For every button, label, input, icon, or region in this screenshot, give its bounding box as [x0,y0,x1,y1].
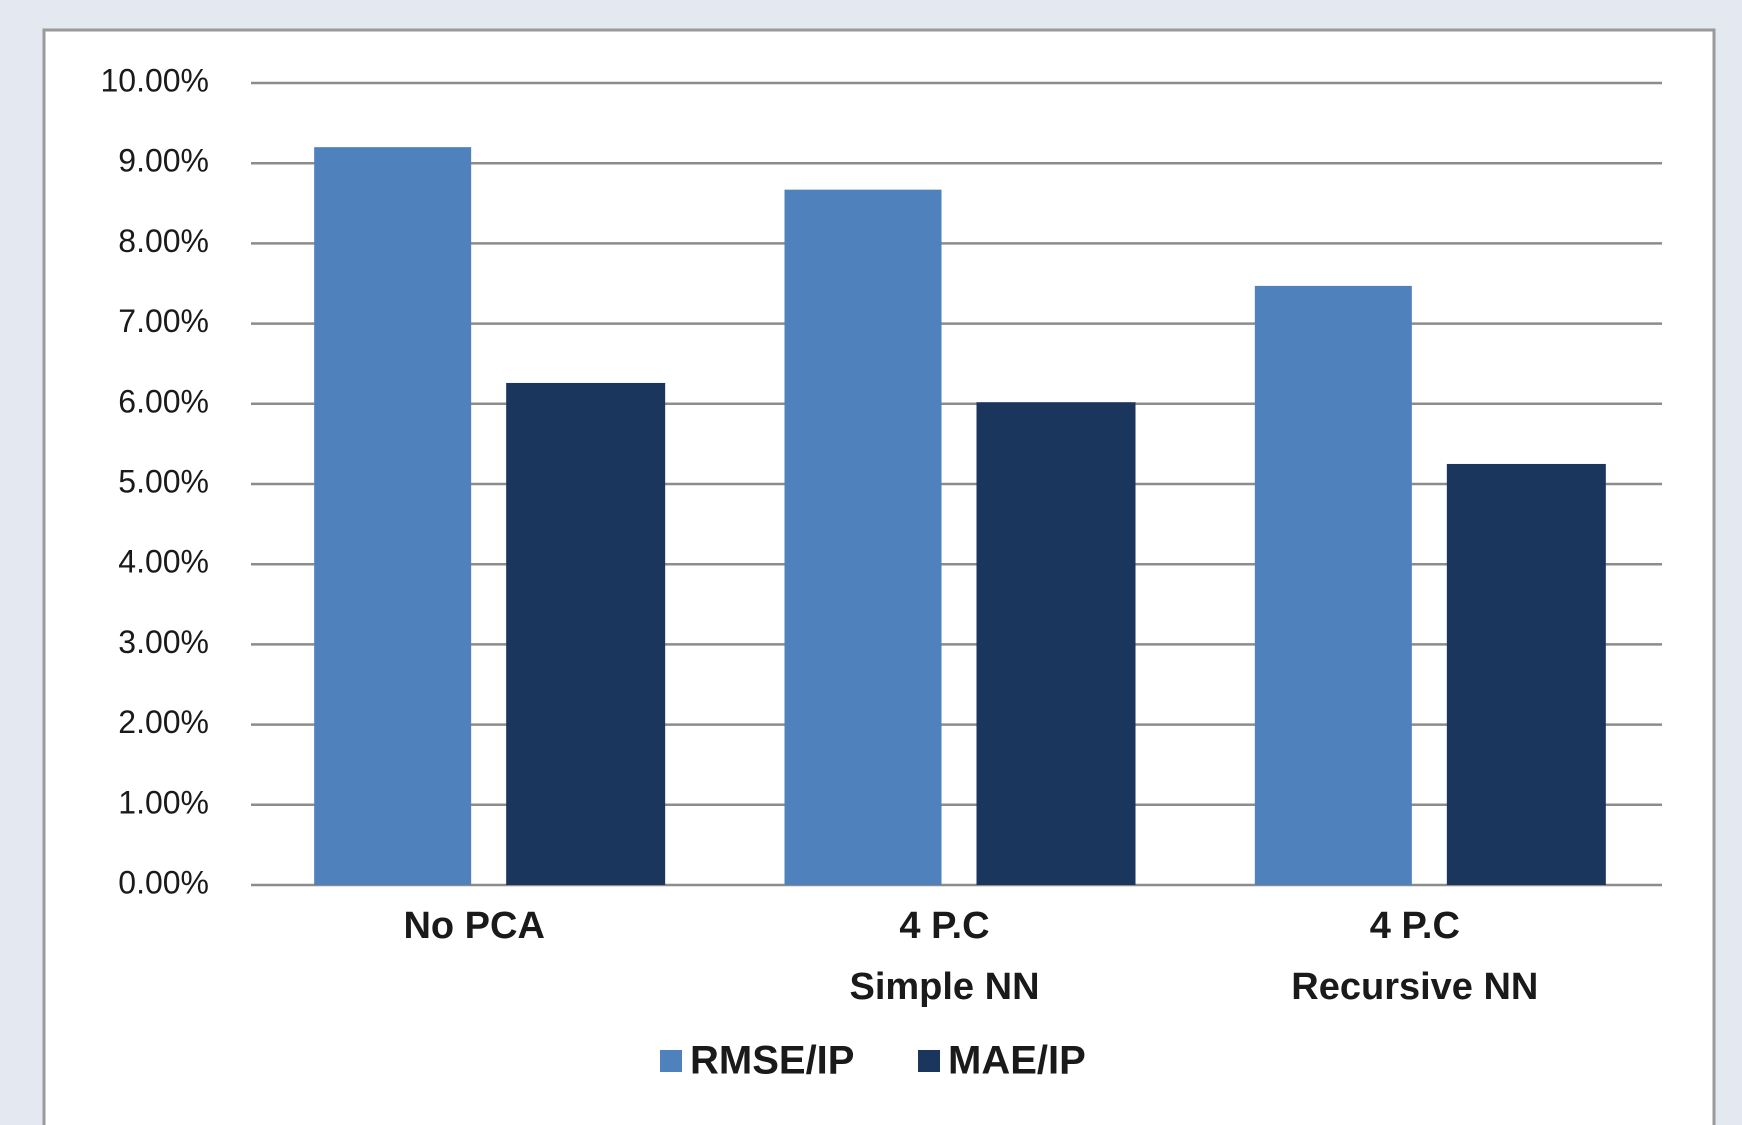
y-tick-label: 8.00% [118,223,209,259]
y-tick-label: 9.00% [118,143,209,179]
bar [1254,285,1412,885]
bar [784,189,942,885]
x-tick-label: Recursive NN [1291,966,1538,1008]
y-tick-label: 2.00% [118,704,209,740]
y-tick-label: 4.00% [118,544,209,580]
legend-swatch [660,1050,682,1072]
x-tick-label: Simple NN [849,966,1039,1008]
y-tick-label: 1.00% [118,784,209,820]
y-tick-label: 5.00% [118,463,209,499]
bar [506,382,666,885]
bar [314,147,472,885]
bar [1446,463,1606,885]
x-tick-label: 4 P.C [899,905,989,947]
y-tick-label: 0.00% [118,864,209,900]
y-tick-label: 10.00% [100,62,209,98]
y-tick-label: 7.00% [118,303,209,339]
y-tick-label: 3.00% [118,624,209,660]
x-tick-label: No PCA [403,905,544,947]
x-tick-label: 4 P.C [1370,905,1460,947]
legend-swatch [918,1050,940,1072]
bar [976,402,1136,885]
legend-label: RMSE/IP [690,1039,854,1083]
legend-label: MAE/IP [948,1039,1086,1083]
y-tick-label: 6.00% [118,383,209,419]
